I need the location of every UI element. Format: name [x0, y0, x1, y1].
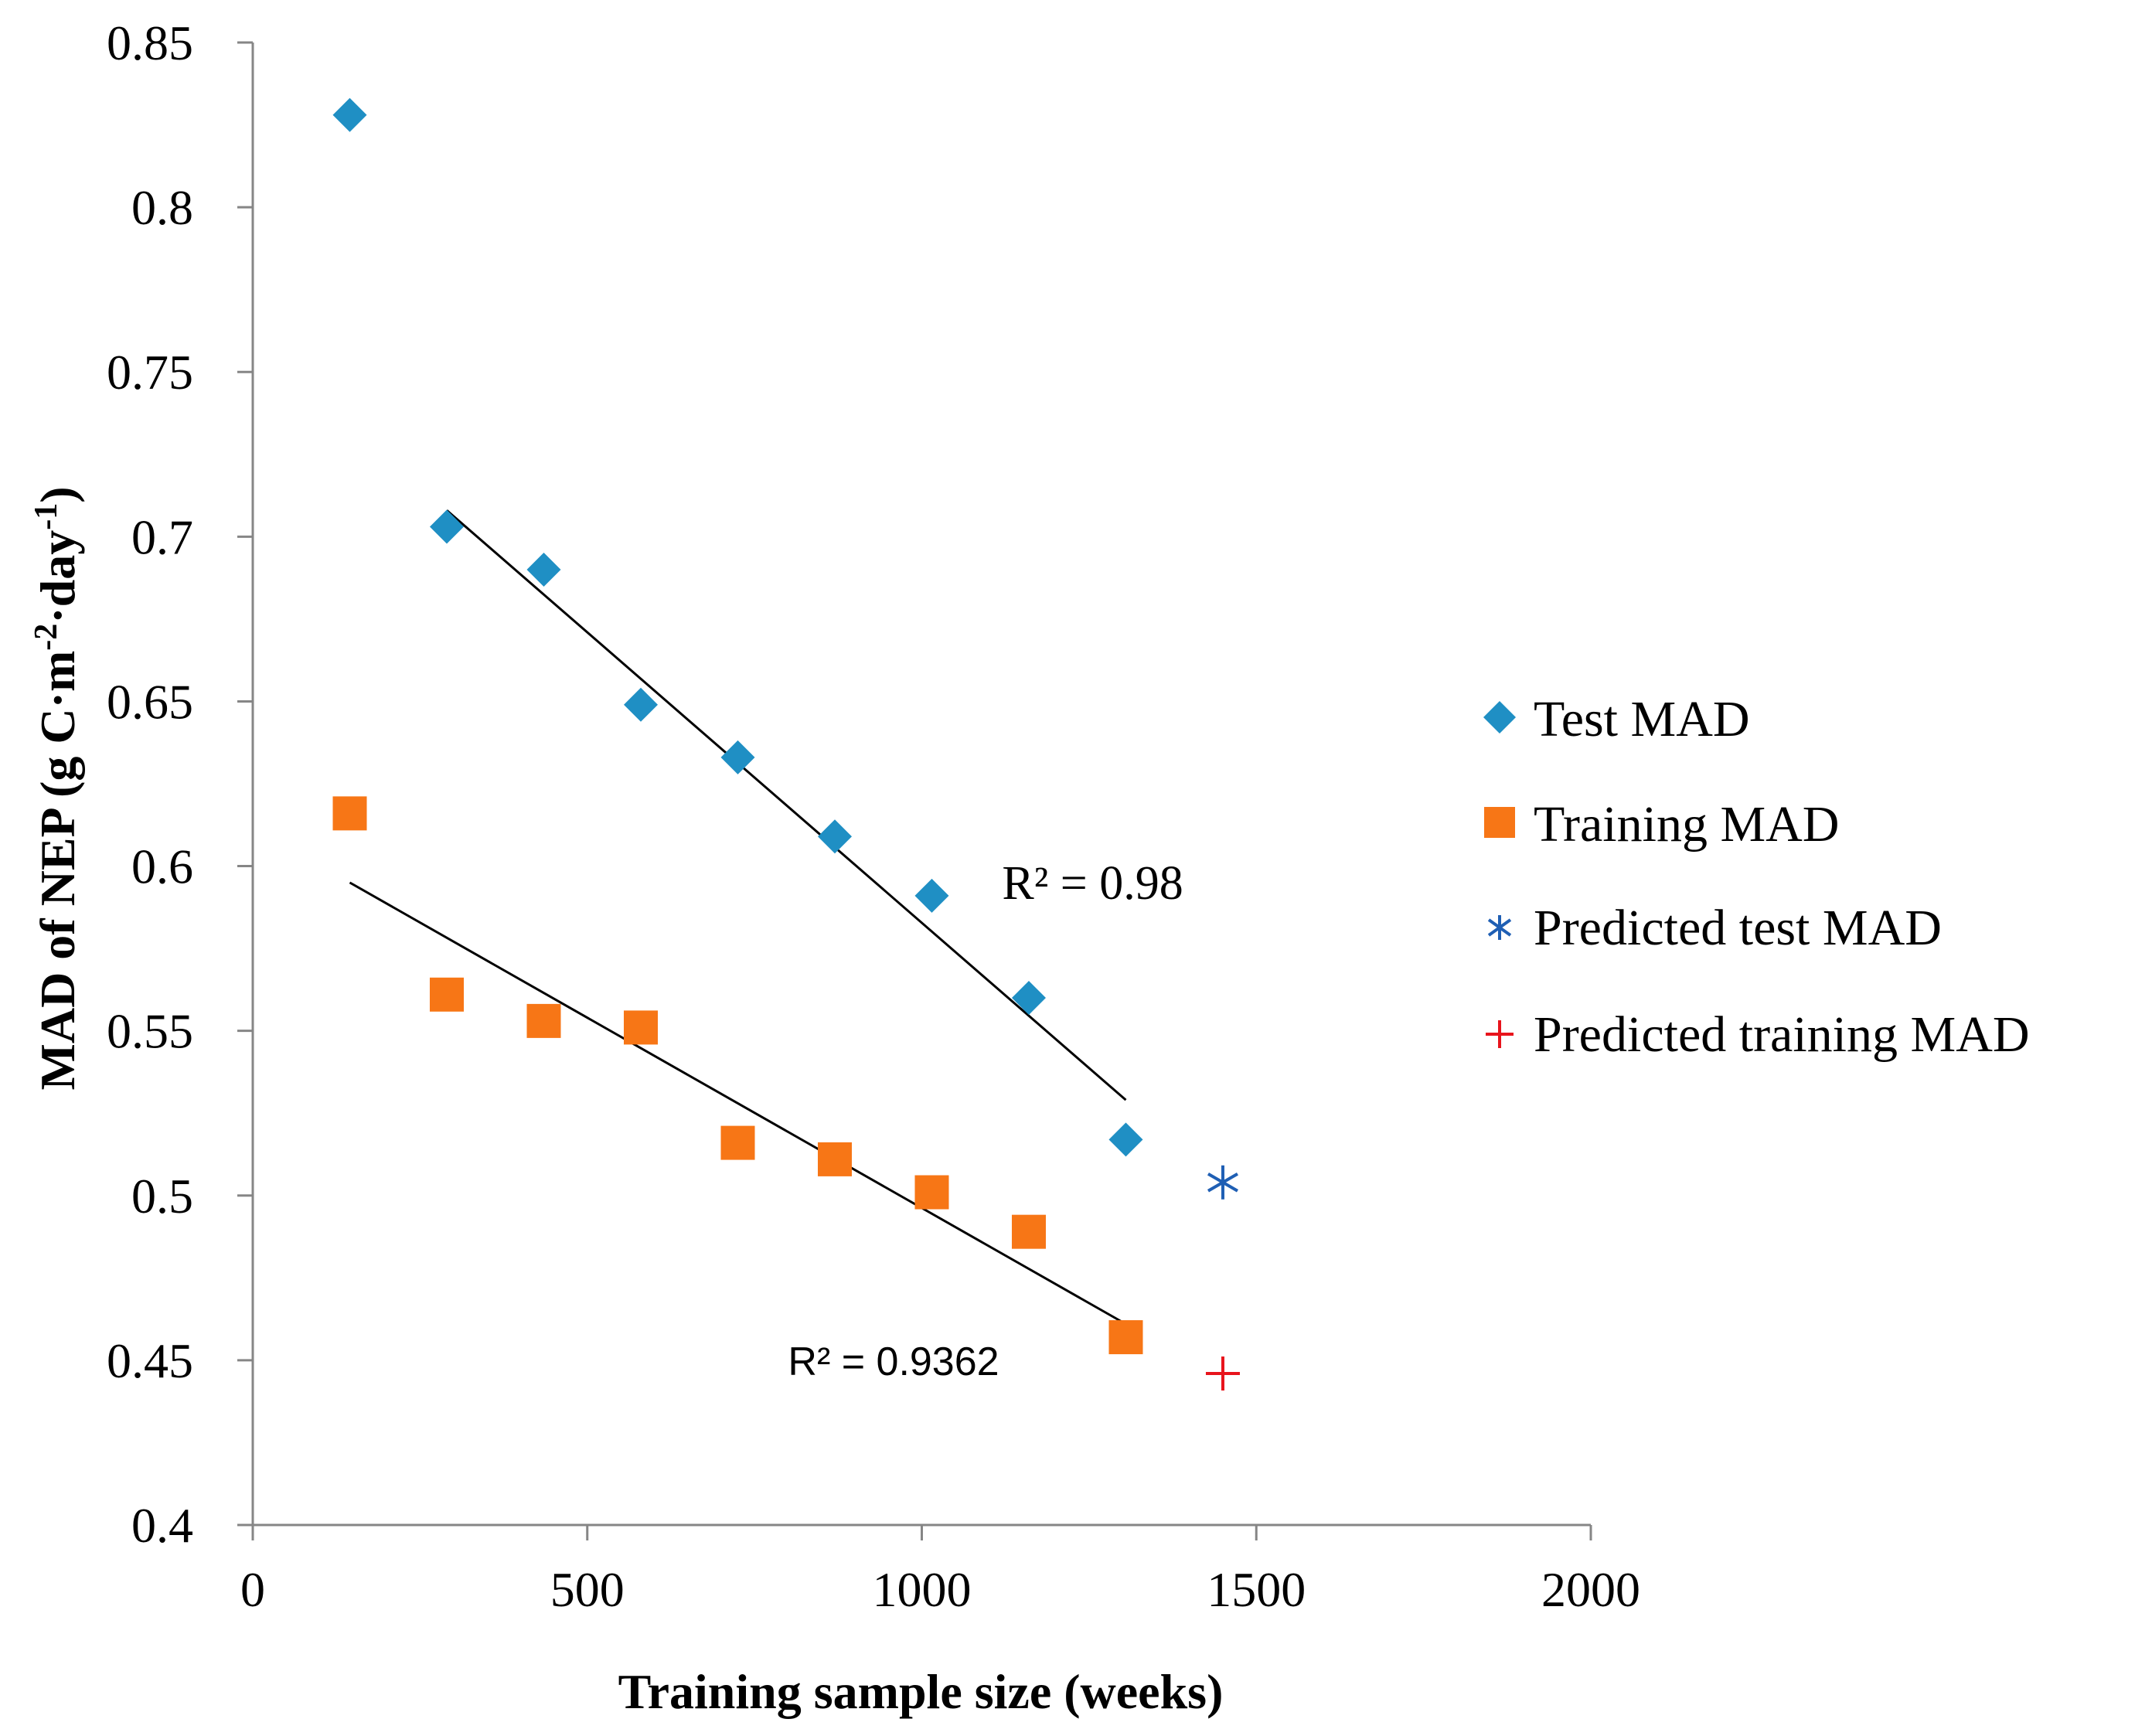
- annotations: R² = 0.98 R² = 0.9362: [788, 857, 1183, 1384]
- y-tick-label: 0.55: [107, 1004, 193, 1059]
- asterisk-stroke: [1207, 1172, 1238, 1193]
- test-mad-point: [720, 740, 755, 774]
- predicted-training-mad-point: [1205, 1356, 1240, 1391]
- test-r2-label: R² = 0.98: [1002, 857, 1183, 910]
- y-tick-label: 0.5: [131, 1169, 193, 1224]
- training-mad-point: [332, 796, 367, 831]
- test-mad-trend-line: [446, 509, 1127, 1101]
- training-mad-point: [1011, 1214, 1046, 1249]
- x-axis-title: Training sample size (weeks): [618, 1664, 1224, 1719]
- data-points: [332, 97, 1240, 1391]
- x-tick-label: 2000: [1541, 1562, 1640, 1617]
- x-tick-label: 0: [240, 1562, 265, 1617]
- legend-item-training-mad: Training MAD: [1484, 796, 1839, 853]
- legend-marker-asterisk: [1487, 915, 1512, 940]
- y-axis-title-sup-2: -1: [29, 503, 64, 530]
- legend-item-predicted-training-mad: Predicted training MAD: [1486, 1006, 2030, 1063]
- test-mad-point: [817, 819, 852, 854]
- test-mad-point: [623, 687, 658, 722]
- y-tick-label: 0.4: [131, 1498, 193, 1553]
- predicted-test-mad-point: [1207, 1165, 1238, 1200]
- test-mad-point: [429, 509, 464, 544]
- training-mad-point: [914, 1175, 949, 1210]
- trendlines: [349, 509, 1127, 1326]
- y-axis-title-sup-1: -2: [29, 624, 64, 651]
- x-tick-label: 1000: [873, 1562, 972, 1617]
- legend-marker-square: [1484, 807, 1515, 838]
- legend-item-test-mad: Test MAD: [1483, 691, 1750, 747]
- legend-marker-plus: [1486, 1020, 1514, 1048]
- axes: 0.4 0.45 0.5 0.55 0.6 0.65 0.7 0.75 0.8 0.85 0 500 1…: [107, 15, 1640, 1617]
- y-tick-label: 0.65: [107, 674, 193, 729]
- legend-item-predicted-test-mad: Predicted test MAD: [1487, 900, 1942, 956]
- y-tick-label: 0.8: [131, 180, 193, 235]
- test-mad-point: [914, 878, 949, 913]
- legend-label-training-mad: Training MAD: [1534, 796, 1839, 853]
- y-tick-label: 0.85: [107, 15, 193, 70]
- y-tick-label: 0.6: [131, 839, 193, 894]
- y-tick-label: 0.45: [107, 1333, 193, 1388]
- training-mad-point: [526, 1003, 561, 1038]
- y-tick-label: 0.75: [107, 345, 193, 400]
- x-tick-label: 500: [550, 1562, 625, 1617]
- test-mad-point: [332, 97, 367, 132]
- legend-marker-diamond: [1483, 701, 1516, 734]
- training-mad-point: [623, 1010, 658, 1045]
- y-axis-title-part-2: ·day: [30, 530, 85, 624]
- test-mad-point: [1108, 1122, 1143, 1157]
- training-mad-point: [1108, 1320, 1143, 1355]
- y-tick-label: 0.7: [131, 509, 193, 564]
- legend-label-test-mad: Test MAD: [1534, 691, 1750, 747]
- x-tick-label: 1500: [1207, 1562, 1306, 1617]
- training-mad-point: [429, 977, 464, 1012]
- legend: Test MAD Training MAD Predicted test MAD…: [1483, 691, 2030, 1063]
- y-axis-title-part-3: ): [30, 486, 85, 502]
- legend-label-predicted-training-mad: Predicted training MAD: [1534, 1006, 2030, 1063]
- test-mad-point: [526, 552, 561, 587]
- y-axis-title-part-1: MAD of NEP (g C·m: [30, 651, 85, 1091]
- test-mad-point: [1011, 981, 1046, 1016]
- legend-label-predicted-test-mad: Predicted test MAD: [1534, 900, 1942, 956]
- training-r2-label: R² = 0.9362: [788, 1339, 999, 1384]
- training-mad-point: [817, 1142, 852, 1176]
- y-axis-title: MAD of NEP (g C·m-2·day-1): [29, 486, 85, 1090]
- training-mad-trend-line: [349, 881, 1127, 1326]
- training-mad-point: [720, 1125, 755, 1160]
